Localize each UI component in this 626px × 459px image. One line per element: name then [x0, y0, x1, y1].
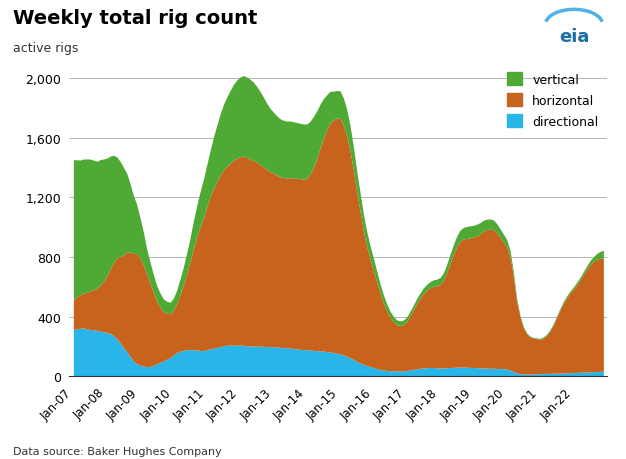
Text: Data source: Baker Hughes Company: Data source: Baker Hughes Company	[13, 447, 221, 456]
Legend: vertical, horizontal, directional: vertical, horizontal, directional	[502, 68, 603, 134]
Text: active rigs: active rigs	[13, 42, 78, 55]
Text: eia: eia	[559, 28, 589, 46]
Text: Weekly total rig count: Weekly total rig count	[13, 9, 257, 28]
